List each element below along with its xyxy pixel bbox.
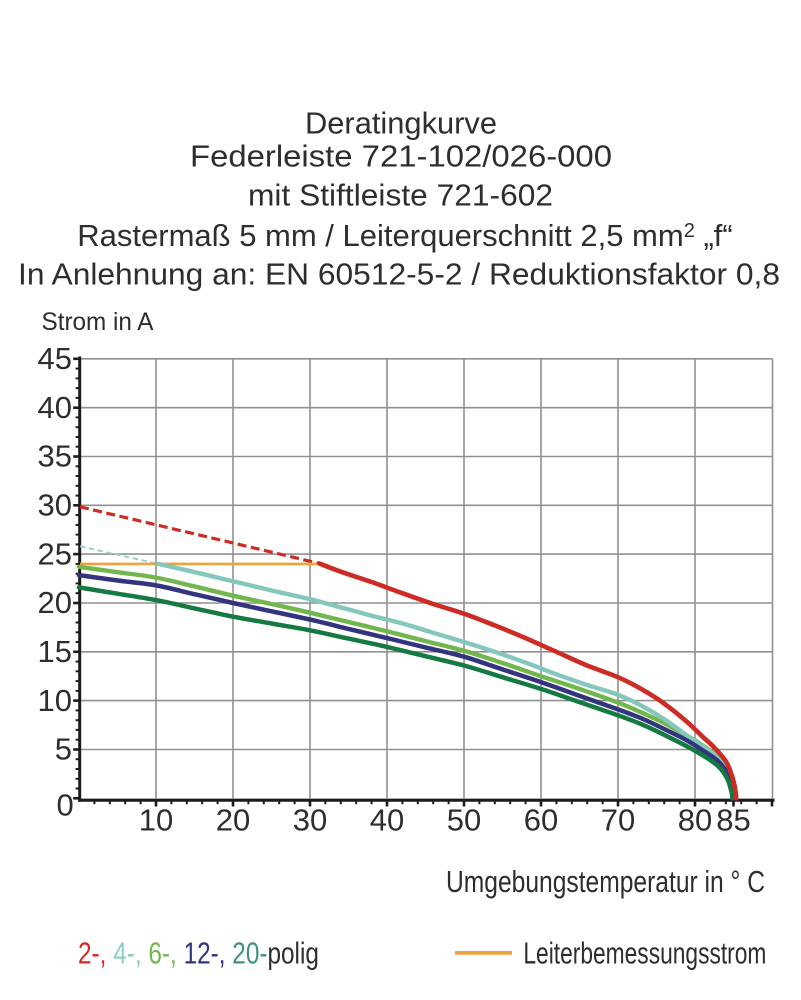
svg-text:60: 60 (524, 802, 558, 837)
svg-text:4-,: 4-, (113, 936, 141, 971)
svg-text:12-,: 12-, (184, 936, 226, 971)
svg-text:40: 40 (38, 390, 72, 425)
svg-text:polig: polig (268, 936, 319, 971)
svg-text:40: 40 (370, 802, 404, 837)
svg-text:Strom in A: Strom in A (42, 308, 154, 336)
svg-text:6-,: 6-, (148, 936, 176, 971)
svg-text:5: 5 (55, 732, 72, 767)
svg-text:45: 45 (38, 341, 72, 376)
svg-text:80: 80 (678, 802, 712, 837)
svg-text:35: 35 (38, 439, 72, 474)
svg-text:mit Stiftleiste 721-602: mit Stiftleiste 721-602 (248, 177, 553, 212)
svg-text:Leiterbemessungsstrom: Leiterbemessungsstrom (523, 935, 766, 970)
svg-text:10: 10 (38, 683, 72, 718)
svg-text:15: 15 (38, 634, 72, 669)
svg-text:2-,: 2-, (78, 936, 106, 971)
svg-text:20-: 20- (232, 936, 267, 971)
svg-text:30: 30 (293, 802, 327, 837)
svg-text:30: 30 (38, 488, 72, 523)
svg-text:85: 85 (716, 802, 750, 837)
svg-text:10: 10 (139, 802, 173, 837)
svg-text:Federleiste 721-102/026-000: Federleiste 721-102/026-000 (190, 139, 612, 174)
svg-text:25: 25 (38, 536, 72, 571)
svg-text:0: 0 (56, 788, 73, 823)
svg-text:Rastermaß 5 mm / Leiterquersch: Rastermaß 5 mm / Leiterquerschnitt 2,5 m… (77, 218, 732, 253)
svg-text:Deratingkurve: Deratingkurve (305, 106, 497, 141)
svg-text:50: 50 (447, 802, 481, 837)
svg-text:70: 70 (601, 802, 635, 837)
svg-text:20: 20 (38, 585, 72, 620)
svg-text:20: 20 (216, 802, 250, 837)
svg-text:In Anlehnung an: EN 60512-5-2: In Anlehnung an: EN 60512-5-2 / Reduktio… (18, 257, 780, 292)
svg-text:Umgebungstemperatur in ° C: Umgebungstemperatur in ° C (446, 864, 765, 899)
